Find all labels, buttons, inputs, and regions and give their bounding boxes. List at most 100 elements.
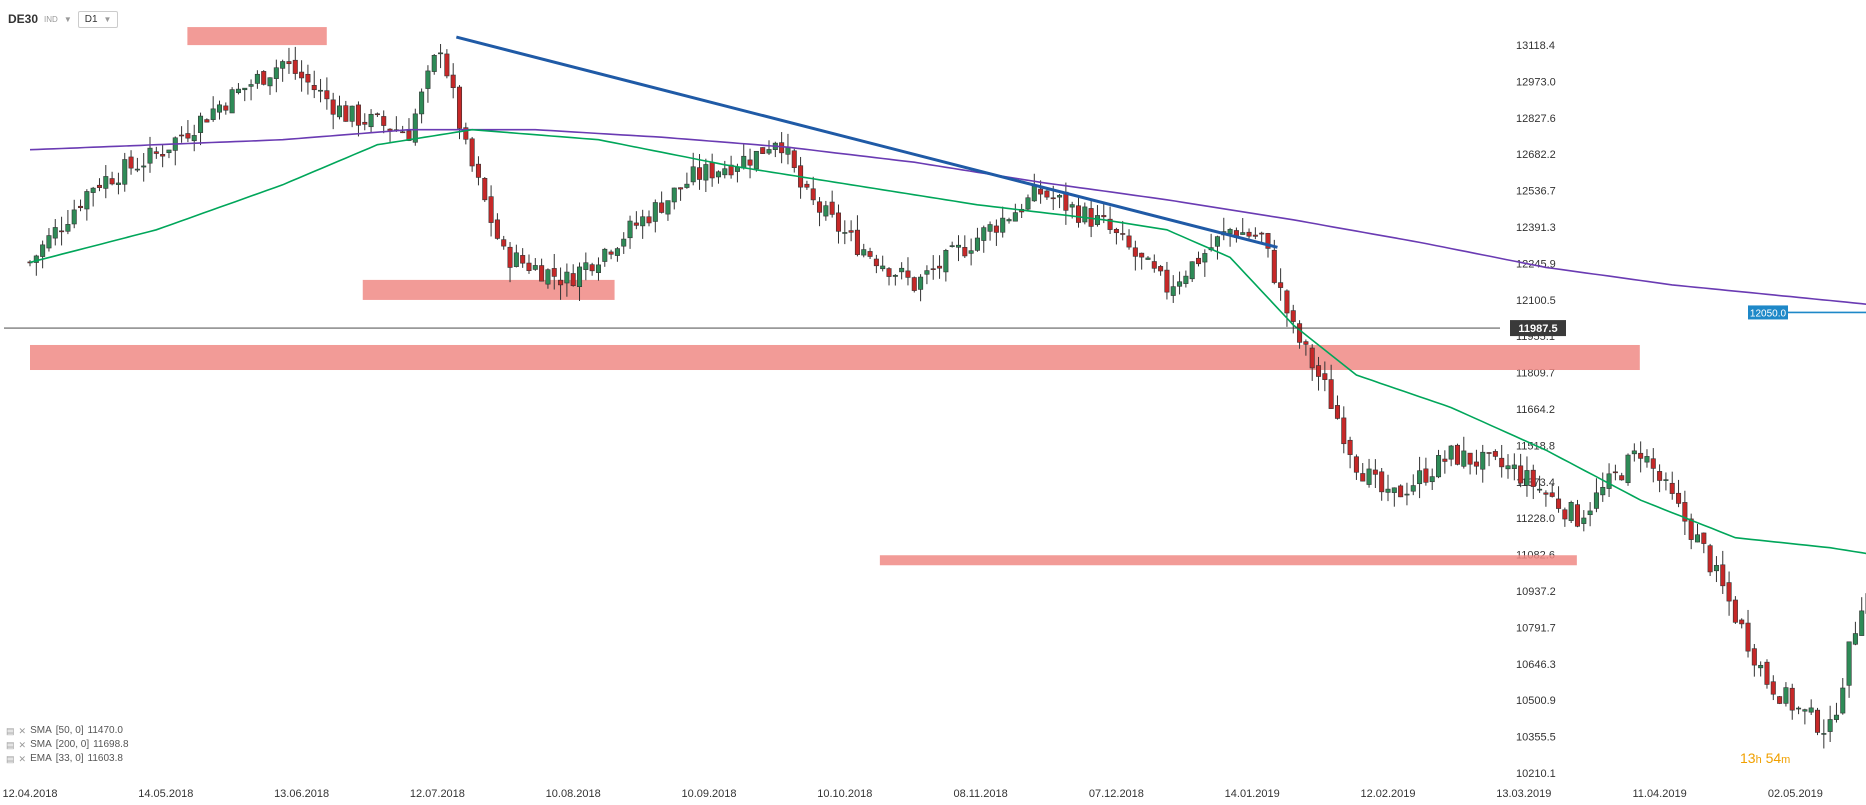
trendline (455, 35, 1278, 249)
y-tick-label: 10937.2 (1516, 586, 1556, 598)
bearish-candle (475, 163, 481, 178)
bearish-candle (1196, 257, 1202, 265)
bullish-candle (1581, 517, 1587, 524)
bearish-candle (1442, 458, 1448, 462)
bullish-candle (1606, 473, 1612, 489)
timeframe-select[interactable]: D1 ▼ (77, 10, 119, 28)
bearish-candle (374, 113, 380, 116)
bullish-candle (1846, 641, 1852, 686)
bullish-candle (955, 244, 962, 248)
bearish-candle (1726, 582, 1732, 602)
symbol-label[interactable]: DE30 (8, 12, 39, 26)
bullish-candle (267, 77, 273, 87)
bullish-candle (1000, 217, 1006, 233)
indicator-label: SMA (30, 725, 52, 736)
chart-toolbar: DE30 IND ▼ D1 ▼ (8, 8, 119, 30)
bullish-candle (614, 248, 620, 256)
symbol-dropdown-icon[interactable]: ▼ (63, 14, 72, 24)
y-tick-label: 12100.5 (1516, 295, 1556, 307)
bullish-candle (84, 191, 90, 210)
bearish-candle (1120, 233, 1126, 235)
bearish-candle (886, 268, 892, 277)
indicator-settings-icon[interactable]: ▤ (6, 740, 15, 750)
bearish-candle (1486, 452, 1492, 454)
bullish-candle (1183, 275, 1189, 284)
bearish-candle (804, 183, 810, 188)
bearish-candle (1265, 233, 1271, 249)
bearish-candle (1252, 234, 1258, 237)
bullish-candle (1202, 253, 1208, 263)
price-level-badge[interactable] (1748, 305, 1788, 320)
bullish-candle (1006, 219, 1012, 222)
x-tick-label: 02.05.2019 (1768, 788, 1823, 800)
bullish-candle (924, 270, 930, 275)
bearish-candle (1297, 323, 1303, 343)
bearish-candle (1341, 417, 1347, 445)
bullish-candle (943, 250, 949, 273)
indicator-settings-icon[interactable]: ▤ (6, 754, 15, 764)
x-tick-label: 12.04.2018 (2, 788, 57, 800)
bearish-candle (362, 121, 368, 125)
bearish-candle (1682, 502, 1688, 522)
x-tick-label: 12.02.2019 (1360, 788, 1415, 800)
indicator-label: SMA (30, 739, 52, 750)
bullish-candle (1417, 470, 1423, 485)
bullish-candle (1385, 488, 1391, 493)
bullish-candle (1713, 565, 1719, 572)
bullish-candle (166, 149, 172, 154)
y-tick-label: 10210.1 (1516, 768, 1556, 780)
bearish-candle (1379, 471, 1385, 493)
bullish-candle (1189, 261, 1195, 280)
bearish-candle (96, 184, 102, 188)
bullish-candle (1214, 236, 1220, 247)
bearish-candle (1284, 290, 1290, 314)
bearish-candle (646, 216, 652, 224)
bearish-candle (311, 85, 317, 91)
bearish-candle (153, 151, 159, 154)
instrument-type-tag: IND (44, 14, 58, 24)
bearish-candle (1619, 475, 1625, 481)
bullish-candle (1145, 257, 1151, 260)
bearish-candle (1732, 599, 1738, 623)
bearish-candle (678, 187, 684, 190)
bullish-candle (1663, 479, 1669, 481)
support-resistance-zone (362, 279, 615, 300)
indicator-remove-icon[interactable]: ✕ (18, 754, 27, 764)
bearish-candle (204, 119, 210, 123)
bearish-candle (709, 161, 715, 179)
bullish-candle (141, 165, 147, 168)
countdown-hours-unit: h (1755, 754, 1762, 766)
indicator-settings-icon[interactable]: ▤ (6, 726, 15, 736)
y-tick-label: 13118.4 (1516, 40, 1555, 52)
bullish-candle (545, 269, 551, 285)
indicator-remove-icon[interactable]: ✕ (18, 740, 27, 750)
bullish-candle (191, 135, 197, 142)
countdown-minutes: 54 (1765, 750, 1782, 766)
x-tick-label: 10.09.2018 (681, 788, 736, 800)
y-tick-label: 11664.2 (1516, 404, 1555, 416)
bullish-candle (671, 187, 677, 203)
sma50-line (29, 128, 1866, 555)
indicator-params: [33, 0] (55, 753, 84, 764)
bearish-candle (633, 222, 639, 226)
y-tick-label: 11809.7 (1516, 368, 1555, 380)
bullish-candle (103, 176, 109, 189)
bearish-candle (760, 147, 766, 154)
bullish-candle (1031, 185, 1037, 202)
bullish-candle (46, 235, 52, 249)
bearish-candle (873, 258, 879, 267)
bearish-candle (1518, 465, 1524, 484)
bearish-candle (1158, 266, 1164, 272)
bullish-candle (564, 271, 570, 284)
bearish-candle (1638, 452, 1644, 459)
bullish-candle (1600, 486, 1606, 496)
bearish-candle (1271, 249, 1277, 283)
bearish-candle (1246, 231, 1252, 237)
bearish-candle (1151, 261, 1157, 269)
bearish-candle (962, 247, 968, 257)
bearish-candle (1814, 709, 1821, 733)
bullish-candle (412, 113, 418, 143)
indicator-remove-icon[interactable]: ✕ (18, 726, 27, 736)
bearish-candle (1454, 444, 1460, 465)
